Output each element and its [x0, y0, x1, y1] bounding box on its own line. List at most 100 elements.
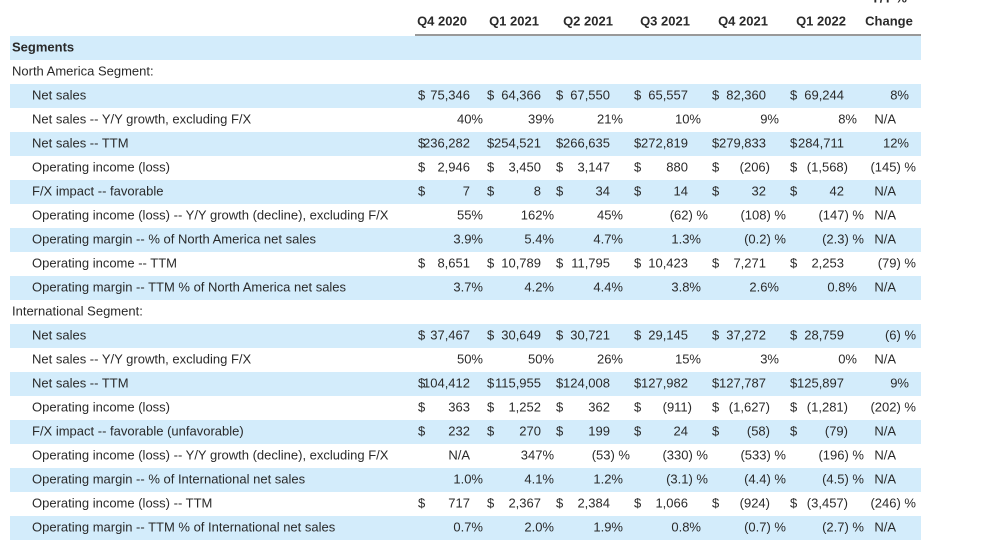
- change-value: (145) %: [870, 159, 916, 174]
- currency-sign: $: [634, 135, 642, 150]
- currency-sign: $: [634, 183, 642, 198]
- currency-sign: $: [634, 255, 642, 270]
- currency-sign: $: [487, 423, 495, 438]
- currency-sign: $: [418, 495, 426, 510]
- change-value: N/A: [874, 351, 896, 366]
- cell-value: 2,384: [577, 495, 610, 510]
- currency-sign: $: [556, 87, 564, 102]
- cell-value: (3,457): [807, 495, 848, 510]
- currency-sign: $: [790, 423, 798, 438]
- cell-value: 42: [830, 183, 844, 198]
- change-value: N/A: [874, 207, 896, 222]
- currency-sign: $: [712, 255, 720, 270]
- cell-value: (1,281): [807, 399, 848, 414]
- cell-value: 4.7%: [593, 231, 623, 246]
- change-value: (246) %: [870, 495, 916, 510]
- row-label: Operating margin -- TTM % of North Ameri…: [32, 279, 347, 294]
- change-value: N/A: [874, 471, 896, 486]
- cell-value: 4.4%: [593, 279, 623, 294]
- currency-sign: $: [487, 495, 495, 510]
- cell-value: (3.1) %: [666, 471, 708, 486]
- row-label: Net sales: [32, 327, 87, 342]
- currency-sign: $: [418, 135, 426, 150]
- row-shade: [10, 372, 921, 396]
- row-label: Operating margin -- TTM % of Internation…: [32, 519, 336, 534]
- currency-sign: $: [712, 423, 720, 438]
- change-value: N/A: [874, 111, 896, 126]
- cell-value: 37,272: [726, 327, 766, 342]
- currency-sign: $: [556, 255, 564, 270]
- column-header: Q4 2020: [417, 13, 467, 28]
- currency-sign: $: [712, 159, 720, 174]
- currency-sign: $: [790, 159, 798, 174]
- cell-value: N/A: [448, 447, 470, 462]
- currency-sign: $: [790, 87, 798, 102]
- cell-value: 8%: [838, 111, 857, 126]
- row-label: Net sales -- Y/Y growth, excluding F/X: [32, 351, 252, 366]
- cell-value: (0.7) %: [744, 519, 786, 534]
- cell-value: 15%: [675, 351, 701, 366]
- cell-value: (533) %: [740, 447, 786, 462]
- row-shade: [10, 228, 921, 252]
- cell-value: 65,557: [648, 87, 688, 102]
- cell-value: 115,955: [495, 375, 541, 390]
- row-label: F/X impact -- favorable: [32, 183, 164, 198]
- row-label: F/X impact -- favorable (unfavorable): [32, 423, 244, 438]
- cell-value: 45%: [597, 207, 623, 222]
- row-label: Operating margin -- % of North America n…: [32, 231, 316, 246]
- cell-value: 69,244: [804, 87, 844, 102]
- segment-title: International Segment:: [12, 303, 143, 318]
- currency-sign: $: [712, 183, 720, 198]
- cell-value: 1,252: [508, 399, 541, 414]
- currency-sign: $: [418, 87, 426, 102]
- currency-sign: $: [418, 327, 426, 342]
- cell-value: 32: [752, 183, 766, 198]
- cell-value: (2.7) %: [822, 519, 864, 534]
- cell-value: (4.5) %: [822, 471, 864, 486]
- cell-value: 362: [588, 399, 610, 414]
- currency-sign: $: [556, 327, 564, 342]
- currency-sign: $: [556, 183, 564, 198]
- cell-value: (0.2) %: [744, 231, 786, 246]
- cell-value: (2.3) %: [822, 231, 864, 246]
- cell-value: (62) %: [670, 207, 709, 222]
- cell-value: 2.6%: [749, 279, 779, 294]
- cell-value: 7,271: [733, 255, 766, 270]
- cell-value: 64,366: [501, 87, 541, 102]
- row-shade: [10, 132, 921, 156]
- cell-value: (330) %: [662, 447, 708, 462]
- cell-value: (206): [740, 159, 770, 174]
- cell-value: (924): [740, 495, 770, 510]
- currency-sign: $: [712, 87, 720, 102]
- cell-value: 3,450: [508, 159, 541, 174]
- currency-sign: $: [712, 399, 720, 414]
- cell-value: (108) %: [740, 207, 786, 222]
- cell-value: 1,066: [655, 495, 688, 510]
- cell-value: 254,521: [494, 135, 541, 150]
- cell-value: 124,008: [563, 375, 610, 390]
- cell-value: (1,568): [807, 159, 848, 174]
- currency-sign: $: [712, 495, 720, 510]
- currency-sign: $: [487, 87, 495, 102]
- row-shade: [10, 516, 921, 540]
- cell-value: 26%: [597, 351, 623, 366]
- change-value: 8%: [890, 87, 909, 102]
- cell-value: 39%: [528, 111, 554, 126]
- cell-value: (147) %: [818, 207, 864, 222]
- cell-value: 50%: [457, 351, 483, 366]
- cell-value: (1,627): [729, 399, 770, 414]
- cell-value: 1.3%: [671, 231, 701, 246]
- column-header: Q1 2021: [489, 13, 539, 28]
- cell-value: (911): [663, 399, 692, 414]
- row-shade: [10, 84, 921, 108]
- currency-sign: $: [634, 423, 642, 438]
- currency-sign: $: [556, 135, 564, 150]
- cell-value: 55%: [457, 207, 483, 222]
- cell-value: 82,360: [726, 87, 766, 102]
- row-shade: [10, 36, 921, 60]
- row-label: Operating margin -- % of International n…: [32, 471, 306, 486]
- currency-sign: $: [556, 375, 564, 390]
- currency-sign: $: [418, 423, 426, 438]
- cell-value: 9%: [760, 111, 779, 126]
- cell-value: 3,147: [577, 159, 610, 174]
